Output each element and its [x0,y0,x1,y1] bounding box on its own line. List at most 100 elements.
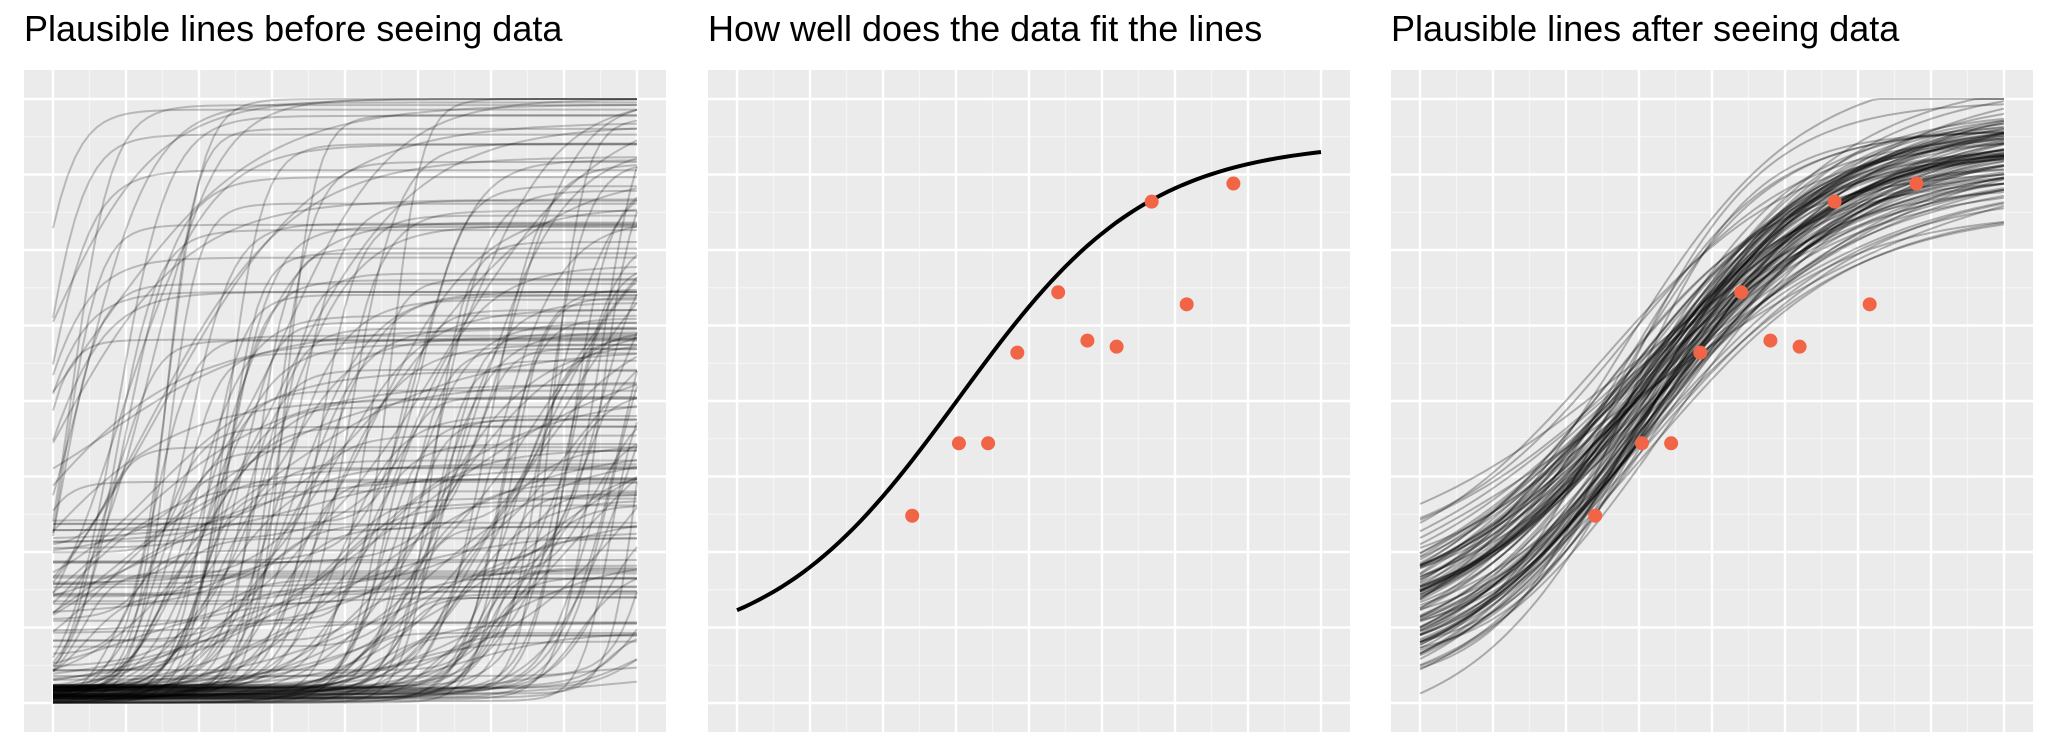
prior-curve-175 [52,224,637,667]
posterior-curve-68 [1419,137,2005,629]
prior-curve-135 [53,397,637,532]
posterior-curve-97 [1419,154,2005,566]
prior-curve-181 [52,449,638,688]
prior-curve-137 [53,497,637,603]
posterior-curve-40 [1419,131,2005,597]
prior-curve-199 [52,405,638,680]
prior-curve-57 [52,352,638,597]
posterior-curve-52 [1419,132,2005,601]
posterior-curve-85 [1419,201,2005,555]
prior-curve-182 [52,338,637,411]
fit-data-point-6 [1109,339,1124,354]
prior-curve-8 [53,189,637,605]
posterior-curve-74 [1419,98,2004,592]
prior-curve-153 [53,352,637,554]
prior-curve-97 [52,622,637,692]
prior-curve-17 [53,276,638,634]
prior-curve-194 [52,290,637,700]
fit-data-point-3 [1010,345,1025,360]
posterior-curve-60 [1419,132,2005,654]
posterior-curve-96 [1419,152,2005,649]
posterior-curve-76 [1419,182,2005,566]
prior-curve-3 [53,114,637,697]
prior-curve-191 [52,198,637,444]
prior-curve-46 [52,108,637,229]
prior-curve-4 [53,309,637,584]
posterior-curve-6 [1419,143,2005,521]
posterior-curve-95 [1419,188,2005,646]
prior-curve-70 [52,279,637,704]
posterior-curve-34 [1419,188,2005,579]
prior-curve-6 [52,406,637,704]
prior-curve-44 [53,272,637,699]
posterior-data-point-9 [1909,176,1924,191]
prior-curve-105 [53,108,638,564]
posterior-curve-29 [1419,177,2005,590]
prior-curve-32 [52,336,637,487]
prior-curve-179 [52,467,638,544]
posterior-curve-53 [1419,160,2005,671]
prior-curve-107 [52,133,637,319]
fit-data-point-0 [905,508,920,523]
prior-curve-29 [53,477,638,692]
prior-curve-119 [52,586,637,692]
posterior-curve-99 [1419,147,2005,546]
posterior-curve-43 [1419,131,2005,561]
prior-curve-144 [53,443,637,687]
prior-curve-136 [53,196,638,696]
posterior-curve-42 [1419,128,2005,583]
prior-curve-89 [53,634,637,699]
prior-curve-80 [53,526,637,701]
prior-curve-72 [52,282,637,537]
prior-curve-151 [52,383,638,682]
prior-curve-112 [53,559,637,598]
posterior-curve-38 [1419,150,2005,644]
posterior-curve-78 [1419,155,2005,593]
prior-curve-143 [52,291,637,395]
prior-curve-188 [52,302,638,690]
prior-curve-68 [53,159,638,563]
prior-curve-35 [53,481,638,704]
posterior-data-point-6 [1792,339,1807,354]
prior-curve-54 [52,339,637,546]
posterior-curve-31 [1419,154,2005,667]
prior-curve-55 [52,596,637,665]
posterior-curve-82 [1419,139,2005,652]
prior-curve-21 [53,254,638,688]
prior-curve-93 [53,309,637,704]
posterior-curve-57 [1419,131,2005,670]
prior-curve-156 [52,476,638,689]
prior-curve-142 [52,337,638,700]
posterior-curve-69 [1419,155,2005,595]
prior-curve-24 [53,421,638,702]
posterior-curve-17 [1419,153,2005,637]
prior-curve-111 [52,208,638,632]
posterior-curve-26 [1419,152,2005,620]
prior-curve-13 [53,279,638,698]
prior-curve-27 [53,294,637,586]
prior-curve-123 [53,333,637,596]
prior-curve-15 [53,199,638,697]
prior-curve-78 [53,326,637,701]
prior-curve-83 [53,658,638,690]
prior-curve-164 [52,459,637,696]
prior-curve-138 [53,564,637,691]
posterior-data-point-1 [1634,436,1649,451]
posterior-curve-56 [1419,100,2005,612]
posterior-curve-54 [1419,103,2005,650]
posterior-curve-0 [1419,223,2005,629]
prior-curve-193 [52,328,637,470]
posterior-curve-94 [1419,168,2005,642]
prior-curve-139 [52,143,637,594]
prior-curve-162 [52,187,638,539]
prior-curve-73 [53,658,638,689]
prior-curve-79 [53,443,638,577]
prior-curve-170 [52,397,637,532]
prior-curve-166 [52,572,637,703]
prior-curve-128 [53,157,638,697]
prior-curve-76 [53,98,637,622]
posterior-curve-70 [1419,135,2005,581]
prior-curve-122 [52,122,638,579]
prior-lines-chart [24,70,666,732]
prior-curve-152 [52,314,637,691]
